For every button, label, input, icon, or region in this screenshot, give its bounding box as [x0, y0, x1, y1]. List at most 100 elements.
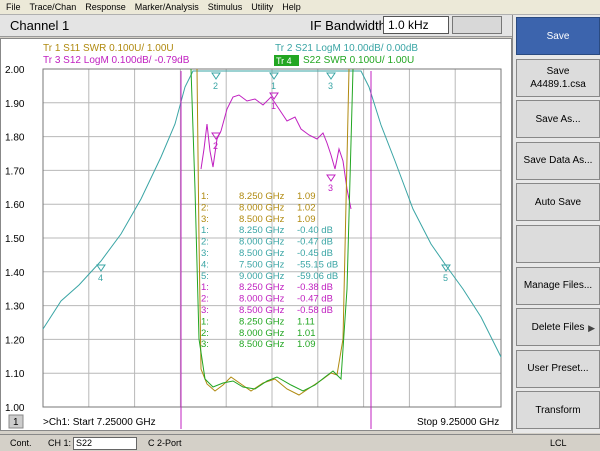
y-tick-label: 1.70: [5, 166, 25, 177]
marker-row-number: 2:: [201, 294, 209, 305]
trace-4-badge: [274, 55, 299, 66]
menu-file[interactable]: File: [6, 2, 21, 12]
y-axis-labels: 2.00 1.90 1.80 1.70 1.60 1.50 1.40 1.30 1.20 1.10…: [5, 65, 25, 414]
marker-row-frequency: 8.000 GHz: [239, 237, 285, 248]
marker-3-s21-label: 3: [328, 81, 333, 91]
marker-row-number: 1:: [201, 191, 209, 202]
marker-5-s21: [441, 264, 451, 272]
menu-stimulus[interactable]: Stimulus: [207, 2, 243, 12]
softkey-manage-files[interactable]: Manage Files...: [516, 266, 600, 305]
plot-border: [42, 68, 502, 408]
marker-row-value: -0.45 dB: [297, 248, 333, 259]
channel-badge: [8, 414, 24, 429]
if-bandwidth-field[interactable]: 1.0 kHz: [383, 16, 449, 34]
marker-row-frequency: 8.250 GHz: [239, 225, 285, 236]
status-parameter: S22: [73, 437, 137, 450]
menu-bar: File Trace/Chan Response Marker/Analysis Sti…: [0, 0, 600, 15]
status-cont: Cont.: [10, 438, 32, 448]
trace-s22: [190, 68, 354, 392]
marker-row-number: 3:: [201, 305, 209, 316]
y-tick-label: 2.00: [5, 65, 25, 76]
marker-2-s21-label: 2: [213, 81, 218, 91]
softkey-panel: Save Save A4489.1.csa Save As... Save Data …: [512, 15, 600, 433]
marker-row-value: 1.11: [297, 316, 315, 327]
marker-row-frequency: 8.500 GHz: [239, 248, 285, 259]
marker-row-value: -0.38 dB: [297, 282, 333, 293]
marker-1-s12: [269, 92, 279, 100]
marker-row-number: 5:: [201, 271, 209, 282]
channel-badge-label: 1: [13, 417, 19, 428]
marker-row-value: -0.40 dB: [297, 225, 333, 236]
trace-s12: [200, 94, 352, 210]
trace-4-badge-label: Tr 4: [276, 56, 292, 66]
softkey-save-as[interactable]: Save As...: [516, 100, 600, 139]
marker-row-number: 1:: [201, 225, 209, 236]
trace-2-label: Tr 2 S21 LogM 10.00dB/ 0.00dB: [275, 43, 418, 54]
marker-3-s21: [326, 72, 336, 80]
marker-row-frequency: 8.250 GHz: [239, 282, 285, 293]
menu-help[interactable]: Help: [282, 2, 301, 12]
trace-3-label: Tr 3 S12 LogM 0.100dB/ -0.79dB: [43, 55, 190, 66]
trace-plot: 2.00 1.90 1.80 1.70 1.60 1.50 1.40 1.30 1.20 1.10…: [5, 43, 502, 429]
marker-row-number: 2:: [201, 202, 209, 213]
marker-row-frequency: 8.000 GHz: [239, 294, 285, 305]
marker-4-s21-label: 4: [98, 273, 103, 283]
traces-group: [42, 68, 502, 429]
if-bandwidth-label: IF Bandwidth: [310, 18, 386, 33]
menu-trace-chan[interactable]: Trace/Chan: [29, 2, 77, 12]
softkey-delete-files[interactable]: Delete Files ▶: [516, 308, 600, 347]
y-tick-label: 1.40: [5, 268, 25, 279]
marker-row-value: 1.01: [297, 328, 316, 339]
start-frequency-label: >Ch1: Start 7.25000 GHz: [43, 417, 156, 428]
y-tick-label: 1.50: [5, 234, 25, 245]
marker-3-s12: [326, 174, 336, 182]
marker-row-number: 2:: [201, 237, 209, 248]
y-tick-label: 1.60: [5, 200, 25, 211]
menu-utility[interactable]: Utility: [251, 2, 274, 12]
channel-toolbar: Channel 1 IF Bandwidth 1.0 kHz: [0, 15, 512, 37]
marker-3-s12-label: 3: [328, 183, 333, 193]
softkey-save-data-as[interactable]: Save Data As...: [516, 141, 600, 180]
markers-group: 2 1 3 4 5 1 2 3: [96, 72, 451, 283]
softkey-save-a4489-1-csa[interactable]: Save A4489.1.csa: [516, 58, 600, 97]
marker-row-value: -0.47 dB: [297, 237, 333, 248]
marker-row-value: -0.58 dB: [297, 305, 333, 316]
softkey-transform[interactable]: Transform: [516, 391, 600, 430]
marker-row-frequency: 8.500 GHz: [239, 214, 285, 225]
menu-response[interactable]: Response: [85, 2, 126, 12]
marker-row-frequency: 7.500 GHz: [239, 259, 285, 270]
submenu-arrow-icon: ▶: [588, 323, 595, 334]
marker-row-frequency: 8.500 GHz: [239, 339, 285, 350]
marker-5-s21-label: 5: [443, 273, 448, 283]
marker-row-frequency: 8.250 GHz: [239, 316, 285, 327]
marker-row-frequency: 9.000 GHz: [239, 271, 285, 282]
marker-row-number: 3:: [201, 214, 209, 225]
y-tick-label: 1.30: [5, 302, 25, 313]
marker-row-frequency: 8.250 GHz: [239, 191, 285, 202]
marker-row-value: -55.15 dB: [297, 259, 338, 270]
marker-row-value: 1.09: [297, 339, 316, 350]
marker-2-s12: [211, 132, 221, 140]
marker-row-value: -59.06 dB: [297, 271, 338, 282]
if-bandwidth-dropdown-button[interactable]: [452, 16, 502, 34]
softkey-save[interactable]: Save: [516, 17, 600, 55]
marker-row-number: 3:: [201, 339, 209, 350]
status-bar: Cont. CH 1: S22 C 2-Port LCL: [0, 434, 600, 451]
y-tick-label: 1.00: [5, 403, 25, 414]
status-lcl: LCL: [550, 438, 567, 448]
marker-row-value: 1.09: [297, 191, 316, 202]
menu-marker-analysis[interactable]: Marker/Analysis: [134, 2, 199, 12]
marker-1-s21: [269, 72, 279, 80]
stop-frequency-label: Stop 9.25000 GHz: [417, 417, 499, 428]
marker-4-s21: [96, 264, 106, 272]
marker-row-frequency: 8.500 GHz: [239, 305, 285, 316]
y-tick-label: 1.10: [5, 369, 25, 380]
trace-4-label: S22 SWR 0.100U/ 1.00U: [303, 55, 414, 66]
softkey-blank[interactable]: [516, 225, 600, 263]
marker-row-number: 1:: [201, 282, 209, 293]
measurement-display: 2.00 1.90 1.80 1.70 1.60 1.50 1.40 1.30 1.20 1.10…: [0, 38, 512, 431]
marker-row-number: 2:: [201, 328, 209, 339]
y-tick-label: 1.20: [5, 335, 25, 346]
softkey-user-preset[interactable]: User Preset...: [516, 349, 600, 388]
softkey-auto-save[interactable]: Auto Save: [516, 183, 600, 222]
